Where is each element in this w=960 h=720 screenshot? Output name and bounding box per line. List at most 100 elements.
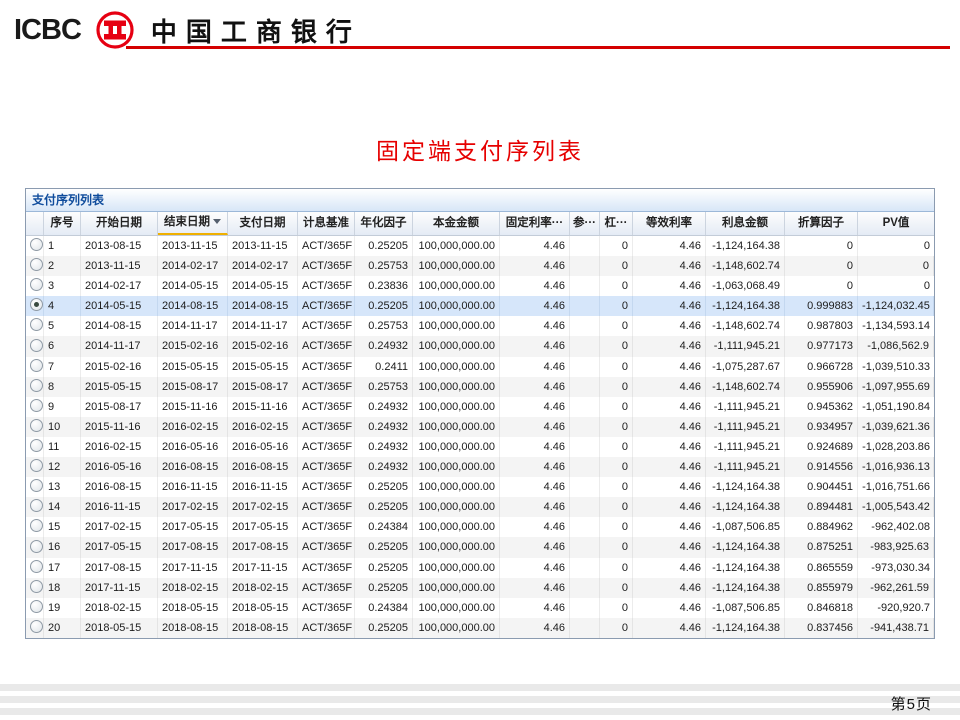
table-row[interactable]: 16 2017-05-15 2017-08-15 2017-08-15 ACT/365F… [26,537,934,558]
cell-annual_factor: 0.25753 [355,376,413,397]
row-radio[interactable] [30,378,43,392]
table-row[interactable]: 11 2016-02-15 2016-05-16 2016-05-16 ACT/365F… [26,436,934,458]
table-row[interactable]: 2 2013-11-15 2014-02-17 2014-02-17 ACT/365F 0… [26,256,934,277]
cell-fixed_rate: 4.46 [500,316,570,337]
cell-param [570,256,600,277]
table-row[interactable]: 4 2014-05-15 2014-08-15 2014-08-15 ACT/365F 0… [26,296,934,317]
row-radio[interactable] [30,519,43,533]
table-row[interactable]: 7 2015-02-16 2015-05-15 2015-05-15 ACT/365F 0… [26,356,934,377]
table-row[interactable]: 1 2013-08-15 2013-11-15 2013-11-15 ACT/365F 0… [26,236,934,257]
footer-stripe [0,696,960,703]
cell-discount_factor: 0.999883 [785,296,858,317]
table-row[interactable]: 18 2017-11-15 2018-02-15 2018-02-15 ACT/365F… [26,577,934,598]
cell-annual_factor: 0.25205 [355,236,413,257]
row-radio[interactable] [30,479,43,493]
cell-seq: 10 [44,416,81,437]
cell-interest: -1,111,945.21 [706,336,785,357]
cell-discount_factor: 0 [785,276,858,297]
radio-cell [26,276,44,297]
row-radio[interactable] [30,539,43,553]
column-header-basis[interactable]: 计息基准 [298,212,355,235]
row-radio[interactable] [30,559,43,573]
column-header-discount_factor[interactable]: 折算因子 [785,212,858,235]
row-radio[interactable] [30,358,43,372]
table-row[interactable]: 8 2015-05-15 2015-08-17 2015-08-17 ACT/365F 0… [26,376,934,397]
row-radio[interactable] [30,318,43,332]
cell-start_date: 2016-11-15 [81,497,158,518]
column-header-pv[interactable]: PV值 [858,212,934,235]
table-row[interactable]: 6 2014-11-17 2015-02-16 2015-02-16 ACT/365F 0… [26,336,934,357]
column-header-interest[interactable]: 利息金额 [706,212,785,235]
column-header-seq[interactable]: 序号 [44,212,81,235]
cell-lever: 0 [600,376,633,397]
row-radio-selected[interactable] [30,298,43,312]
cell-eq_rate: 4.46 [633,557,706,578]
cell-interest: -1,124,164.38 [706,537,785,558]
cell-discount_factor: 0.914556 [785,457,858,478]
column-header-start_date[interactable]: 开始日期 [81,212,158,235]
column-header-principal[interactable]: 本金金额 [413,212,500,235]
cell-fixed_rate: 4.46 [500,396,570,417]
cell-interest: -1,124,164.38 [706,497,785,518]
column-header-end_date[interactable]: 结束日期 [158,212,228,235]
cell-param [570,336,600,357]
row-radio[interactable] [30,278,43,292]
radio-cell [26,457,44,478]
column-header-label: 序号 [50,217,74,229]
table-row[interactable]: 20 2018-05-15 2018-08-15 2018-08-15 ACT/365F… [26,617,934,638]
row-radio[interactable] [30,418,43,432]
cell-param [570,276,600,297]
cell-principal: 100,000,000.00 [413,376,500,397]
row-radio[interactable] [30,238,43,252]
cell-fixed_rate: 4.46 [500,457,570,478]
row-radio[interactable] [30,599,43,613]
cell-pv: -1,028,203.86 [862,440,930,453]
table-row[interactable]: 15 2017-02-15 2017-05-15 2017-05-15 ACT/365F… [26,517,934,538]
column-header-param[interactable]: 参··· [570,212,600,235]
cell-lever: 0 [600,256,633,277]
column-header-pay_date[interactable]: 支付日期 [228,212,298,235]
row-radio[interactable] [30,398,43,412]
column-header-eq_rate[interactable]: 等效利率 [633,212,706,235]
cell-seq: 11 [44,436,81,458]
cell-pay_date: 2014-02-17 [228,256,298,277]
row-radio[interactable] [30,619,43,633]
cell-eq_rate: 4.46 [633,376,706,397]
radio-cell [26,497,44,518]
cell-interest: -1,124,164.38 [706,296,785,317]
column-header-lever[interactable]: 杠··· [600,212,633,235]
cell-end_date: 2017-05-15 [158,517,228,538]
cell-pv: -1,134,593.14 [862,320,930,333]
cell-principal: 100,000,000.00 [413,356,500,377]
row-radio[interactable] [30,439,43,453]
row-radio[interactable] [30,579,43,593]
table-row[interactable]: 10 2015-11-16 2016-02-15 2016-02-15 ACT/365F… [26,416,934,437]
table-row[interactable]: 17 2017-08-15 2017-11-15 2017-11-15 ACT/365F… [26,557,934,578]
row-radio[interactable] [30,258,43,272]
table-row[interactable]: 14 2016-11-15 2017-02-15 2017-02-15 ACT/365F… [26,497,934,518]
cell-seq: 6 [44,336,81,357]
icbc-logo-text: ICBC [14,13,82,46]
row-radio[interactable] [30,459,43,473]
cell-basis: ACT/365F [298,376,355,397]
cell-interest: -1,111,945.21 [706,416,785,437]
row-radio[interactable] [30,499,43,513]
table-row[interactable]: 5 2014-08-15 2014-11-17 2014-11-17 ACT/365F 0… [26,316,934,337]
column-header-annual_factor[interactable]: 年化因子 [355,212,413,235]
payment-sequence-panel: 支付序列列表 序号 开始日期 结束日期 支付日期 计息基准 年化因子 本金金额 固定利率···… [25,188,935,639]
cell-basis: ACT/365F [298,256,355,277]
table-row[interactable]: 19 2018-02-15 2018-05-15 2018-05-15 ACT/365F… [26,597,934,618]
radio-cell [26,617,44,638]
column-header-fixed_rate[interactable]: 固定利率··· [500,212,570,235]
cell-annual_factor: 0.25205 [355,557,413,578]
cell-basis: ACT/365F [298,356,355,377]
table-row[interactable]: 13 2016-08-15 2016-11-15 2016-11-15 ACT/365F… [26,477,934,498]
row-radio[interactable] [30,338,43,352]
table-row[interactable]: 9 2015-08-17 2015-11-16 2015-11-16 ACT/365F 0… [26,396,934,417]
cell-basis: ACT/365F [298,537,355,558]
table-row[interactable]: 12 2016-05-16 2016-08-15 2016-08-15 ACT/365F… [26,457,934,478]
cell-annual_factor: 0.24932 [355,336,413,357]
cell-end_date: 2015-11-16 [158,396,228,417]
table-row[interactable]: 3 2014-02-17 2014-05-15 2014-05-15 ACT/365F 0… [26,276,934,297]
cell-eq_rate: 4.46 [633,276,706,297]
